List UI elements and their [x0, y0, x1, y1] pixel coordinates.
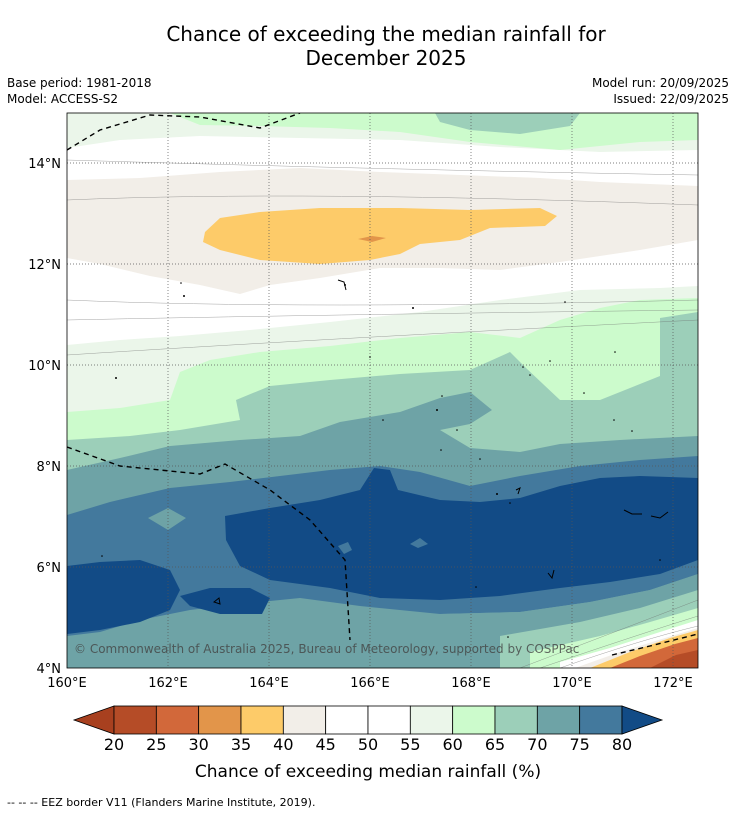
lon-label-164e: 164°E — [249, 676, 289, 691]
gridlines — [67, 113, 698, 668]
colorbar-swatch — [282, 705, 327, 735]
colorbar-swatch — [494, 705, 538, 735]
band-30-35-spot — [358, 236, 386, 242]
colorbar-tick-70: 70 — [527, 735, 548, 754]
model-run: Model run: 20/09/2025 — [591, 76, 729, 90]
lon-label-170e: 170°E — [552, 676, 592, 691]
colorbar-swatch — [198, 705, 242, 735]
lon-labels: 160°E 162°E 164°E 166°E 168°E 170°E 172°… — [47, 676, 693, 691]
lon-label-166e: 166°E — [350, 676, 390, 691]
colorbar-tick-55: 55 — [400, 735, 421, 754]
colorbar-tick-50: 50 — [357, 735, 379, 754]
islands — [101, 282, 661, 638]
eez-footnote: -- -- -- EEZ border V11 (Flanders Marine… — [7, 796, 316, 809]
chart-title: Chance of exceeding the median rainfall … — [0, 22, 736, 70]
copyright-text: © Commonwealth of Australia 2025, Bureau… — [74, 642, 579, 656]
model-name: Model: ACCESS-S2 — [7, 92, 119, 106]
lat-labels: 14°N 12°N 10°N 8°N 6°N 4°N — [28, 157, 61, 677]
title-line-1: Chance of exceeding the median rainfall … — [166, 22, 606, 46]
issued-date: Issued: 22/09/2025 — [613, 92, 729, 106]
lat-label-14n: 14°N — [28, 157, 61, 172]
colorbar-swatch — [452, 705, 496, 735]
lat-label-10n: 10°N — [28, 359, 61, 374]
meta-left: Base period: 1981-2018 Model: ACCESS-S2 — [7, 75, 152, 107]
band-35-40 — [203, 208, 557, 264]
colorbar-tick-20: 20 — [103, 735, 125, 754]
lat-label-6n: 6°N — [37, 561, 62, 576]
base-period: Base period: 1981-2018 — [7, 76, 152, 90]
rainfall-map: © Commonwealth of Australia 2025, Bureau… — [28, 112, 699, 735]
band-85-plus-south — [180, 588, 270, 614]
colorbar-swatch — [536, 705, 581, 735]
colorbar-swatch — [409, 705, 454, 735]
map-frame — [66, 112, 699, 669]
colorbar-label: Chance of exceeding median rainfall (%) — [194, 762, 542, 782]
atolls — [212, 279, 669, 605]
colorbar-tick-25: 25 — [146, 735, 167, 754]
colorbar-swatch — [240, 705, 284, 735]
colorbar-swatch — [113, 705, 157, 735]
band-85-plus-west — [67, 560, 180, 634]
colorbar-tick-65: 65 — [484, 735, 506, 754]
colorbar-swatch — [579, 705, 623, 735]
meta-right: Model run: 20/09/2025 Issued: 22/09/2025 — [592, 75, 729, 107]
title-line-2: December 2025 — [305, 46, 467, 70]
lat-label-8n: 8°N — [37, 460, 62, 475]
colorbar-tick-30: 30 — [188, 735, 209, 754]
contour-layers — [67, 113, 698, 668]
colorbar-extend-high — [621, 705, 664, 735]
colorbar-swatch — [155, 705, 200, 735]
colorbar-swatch — [367, 705, 411, 735]
band-75-80-island — [148, 508, 186, 530]
colorbar-tick-80: 80 — [611, 735, 633, 754]
colorbar-extend-low — [72, 705, 115, 735]
colorbar-tick-60: 60 — [442, 735, 463, 754]
colorbar — [72, 705, 664, 735]
lat-label-12n: 12°N — [28, 258, 61, 273]
lon-label-160e: 160°E — [47, 676, 87, 691]
lon-label-172e: 172°E — [653, 676, 693, 691]
band-80-85-islet-2 — [410, 538, 428, 548]
colorbar-tick-labels: 20 25 30 35 40 45 50 55 60 65 70 75 80 — [0, 735, 736, 755]
lon-label-162e: 162°E — [148, 676, 188, 691]
band-se-25 — [650, 650, 698, 668]
colorbar-tick-75: 75 — [569, 735, 590, 754]
colorbar-tick-40: 40 — [273, 735, 294, 754]
lat-label-4n: 4°N — [37, 662, 62, 677]
colorbar-swatch — [325, 705, 369, 735]
colorbar-tick-35: 35 — [230, 735, 252, 754]
lon-label-168e: 168°E — [451, 676, 491, 691]
eez-borders — [67, 113, 698, 656]
band-80-85-islet — [338, 542, 352, 554]
colorbar-tick-45: 45 — [315, 735, 336, 754]
